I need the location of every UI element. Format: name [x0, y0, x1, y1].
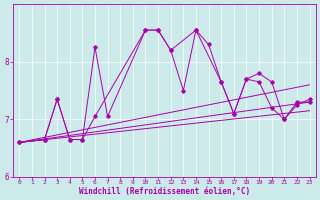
X-axis label: Windchill (Refroidissement éolien,°C): Windchill (Refroidissement éolien,°C) — [79, 187, 250, 196]
